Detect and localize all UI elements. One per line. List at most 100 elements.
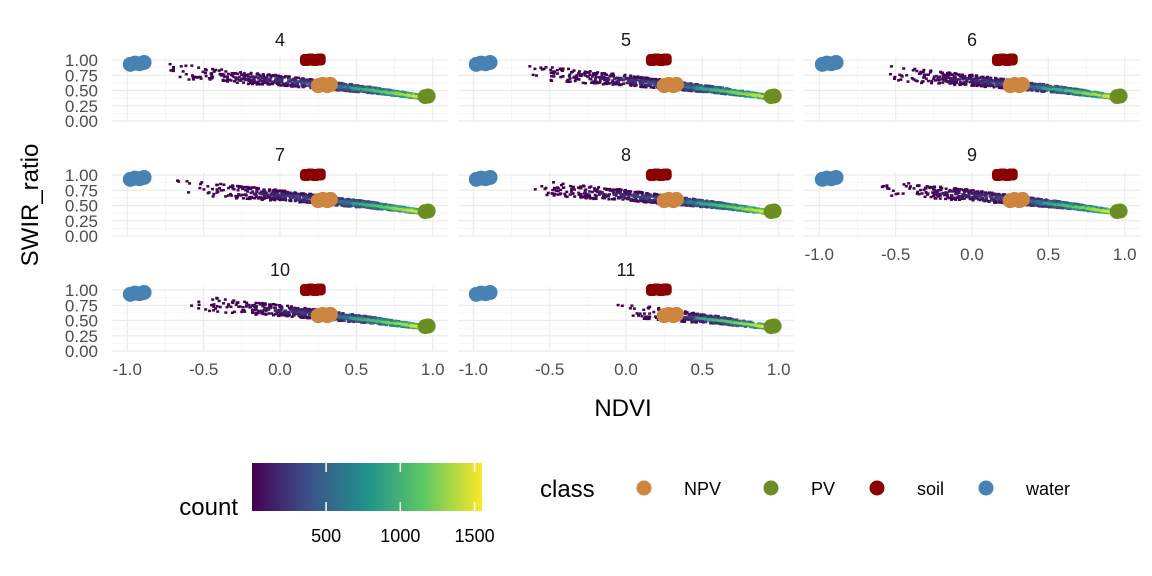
- density-bin: [211, 195, 215, 198]
- density-bin: [553, 70, 557, 73]
- density-bin: [286, 76, 290, 80]
- density-bin: [309, 192, 313, 196]
- density-bin: [206, 191, 210, 195]
- endmember-soil: [991, 53, 1018, 67]
- density-bin: [311, 193, 315, 197]
- density-bin: [600, 72, 604, 75]
- density-bin: [588, 73, 592, 77]
- density-bin: [994, 79, 998, 83]
- density-bin: [190, 64, 194, 67]
- density-bin: [218, 72, 222, 76]
- y-tick-label: 0.25: [65, 97, 98, 116]
- density-bin: [341, 83, 345, 86]
- endmember-water: [122, 169, 152, 187]
- density-bin: [258, 75, 262, 78]
- density-bin: [341, 199, 345, 203]
- density-bin: [345, 201, 349, 205]
- density-bin: [958, 83, 962, 87]
- density-bin: [200, 181, 204, 184]
- density-bin: [204, 68, 208, 72]
- density-bin: [947, 76, 951, 80]
- density-bin-core: [1048, 87, 1052, 90]
- soil-point: [659, 53, 672, 66]
- density-bin: [337, 88, 341, 91]
- density-bin: [378, 87, 382, 90]
- density-bin: [301, 85, 305, 88]
- density-bin: [920, 81, 924, 85]
- density-bin: [291, 196, 295, 200]
- density-bin: [622, 78, 626, 82]
- density-bin: [339, 199, 343, 203]
- density-bin: [970, 84, 974, 87]
- density-bin: [264, 196, 268, 200]
- density-bin: [602, 72, 606, 75]
- density-bin: [977, 79, 981, 82]
- density-bin: [232, 75, 236, 79]
- density-bin-core: [1085, 92, 1089, 95]
- density-bin-core: [413, 210, 417, 213]
- density-bin-core: [398, 208, 402, 211]
- density-bin: [623, 73, 627, 77]
- density-bin: [388, 208, 392, 212]
- density-bin: [585, 70, 589, 74]
- density-bin: [924, 77, 928, 80]
- density-bin: [975, 82, 979, 85]
- density-bin: [219, 74, 223, 77]
- density-bin: [924, 73, 928, 77]
- density-bin: [271, 74, 275, 78]
- density-bin: [285, 84, 289, 88]
- density-bin: [236, 189, 240, 192]
- density-bin-core: [388, 92, 392, 95]
- density-bin-core: [1087, 92, 1091, 95]
- density-bin-core: [1045, 87, 1049, 90]
- density-bin-core: [369, 89, 373, 92]
- density-bin: [900, 75, 904, 78]
- density-bin: [220, 68, 224, 71]
- density-bin: [561, 75, 565, 78]
- density-bin: [278, 79, 282, 83]
- density-bin: [338, 202, 342, 206]
- density-bin: [1036, 84, 1040, 88]
- density-bin-core: [738, 92, 742, 95]
- density-bin: [378, 203, 382, 206]
- density-bin: [953, 78, 957, 81]
- density-bin: [337, 86, 341, 89]
- density-bin: [250, 81, 254, 85]
- density-bin: [246, 187, 250, 191]
- density-bin: [249, 80, 253, 83]
- density-bin: [272, 191, 276, 195]
- density-bin: [244, 78, 248, 82]
- density-bin-core: [720, 90, 724, 93]
- density-bin: [416, 208, 420, 211]
- density-bin: [355, 200, 359, 203]
- density-bin: [249, 187, 253, 191]
- density-bin: [614, 82, 618, 86]
- y-tick-label: 0.75: [65, 66, 98, 85]
- density-bin: [1091, 91, 1095, 95]
- density-bin: [385, 88, 389, 92]
- density-bin: [986, 82, 990, 85]
- density-bin: [288, 194, 292, 198]
- density-bin: [362, 205, 366, 209]
- density-bin: [193, 75, 197, 79]
- density-bin: [696, 90, 700, 93]
- density-bin: [202, 188, 206, 191]
- density-bin: [687, 83, 691, 87]
- density-bin: [642, 78, 646, 81]
- density-bin-core: [362, 88, 366, 91]
- density-bin: [705, 84, 709, 87]
- density-bin: [248, 195, 252, 199]
- density-bins: [528, 65, 775, 101]
- density-bin: [236, 194, 240, 198]
- density-bin: [1057, 85, 1061, 89]
- density-bin: [689, 83, 693, 87]
- density-bin: [220, 72, 224, 76]
- density-bin: [989, 76, 993, 80]
- endmember-water: [814, 54, 844, 72]
- density-bin: [342, 202, 346, 205]
- density-bin: [602, 75, 606, 79]
- density-bin-core: [398, 92, 402, 95]
- density-bin: [281, 193, 285, 197]
- density-bin: [228, 185, 232, 188]
- density-bin: [360, 89, 364, 92]
